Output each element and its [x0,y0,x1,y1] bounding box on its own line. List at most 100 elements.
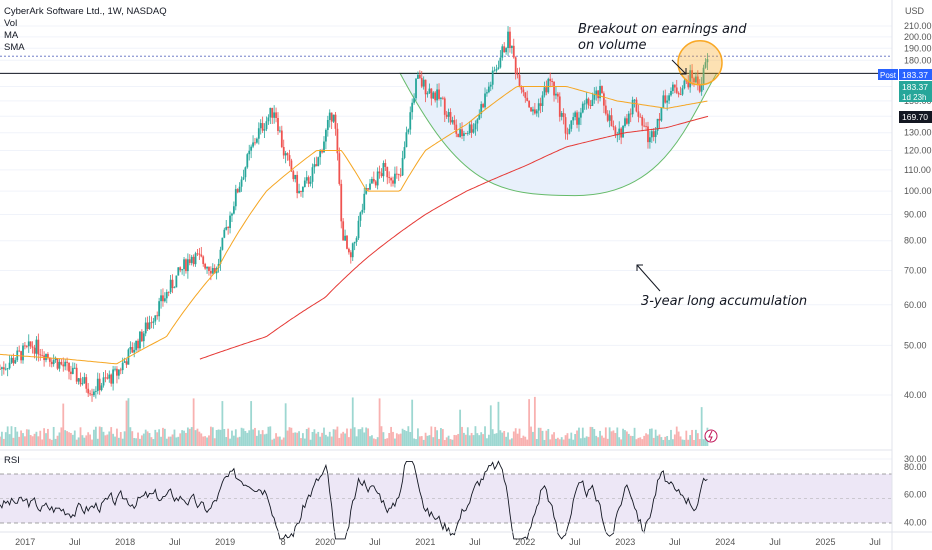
candle-body [66,361,68,363]
volume-bar [39,430,42,446]
volume-bar [313,429,316,446]
volume-bar [390,426,392,446]
volume-bar [50,439,53,446]
volume-bar [125,400,128,446]
candle-body [70,371,72,374]
x-tick-label: Jul [169,537,181,547]
symbol-title[interactable]: CyberArk Software Ltd., 1W, NASDAQ [4,6,167,17]
volume-bar [64,430,67,446]
indicator-ma[interactable]: MA [4,30,19,41]
candle-body [246,154,249,168]
candle-body [472,129,475,133]
volume-bar [424,432,427,446]
candle-body [568,128,571,134]
candle-body [407,129,410,133]
volume-bar [348,437,350,446]
x-tick-label: 2020 [315,537,335,547]
last-price-badge: 183.37 1d 23h [899,81,932,102]
candle-body [608,115,611,121]
candle-body [409,112,412,130]
volume-bar [648,428,651,446]
volume-bar [89,434,92,446]
candle-body [457,133,460,138]
candle-body [96,378,99,392]
volume-bar [486,438,488,446]
candle-body [351,243,354,258]
volume-bar [495,433,498,446]
candle-body [200,254,203,257]
candle-body [441,97,444,99]
candle-body [165,292,168,299]
candle-body [466,133,469,134]
candle-body [261,123,264,131]
indicator-vol[interactable]: Vol [4,18,18,29]
volume-bar [618,437,621,446]
volume-bar [533,396,536,446]
volume-bar [192,398,195,446]
earnings-flash-icon[interactable] [704,429,718,443]
volume-bar [374,439,377,446]
volume-bar [662,439,665,446]
volume-bar [677,431,680,446]
volume-bar [453,434,456,446]
candle-body [163,298,166,302]
candle-body [158,301,161,317]
candle-body [342,221,345,241]
volume-bar [271,439,274,446]
volume-bar [22,433,24,446]
candle-body [503,46,506,53]
candle-body [650,131,653,138]
indicator-sma[interactable]: SMA [4,42,25,53]
volume-bar [221,401,224,446]
volume-bar [633,427,636,446]
candle-body [81,383,84,385]
candle-body [528,100,531,108]
candle-body [693,78,695,83]
candle-body [645,126,647,127]
volume-bar [133,437,136,446]
volume-bar [503,430,506,446]
time-axis[interactable]: 2017 Jul 2018 Jul 2019 8 2020 Jul 2021 Jul 2022 Jul… [15,537,881,547]
x-tick-label: Jul [369,537,381,547]
candle-body [68,362,70,372]
volume-bar [420,436,423,446]
volume-bar [349,428,352,446]
candle-body [369,183,371,190]
volume-bar [54,438,57,446]
volume-bar [683,439,686,446]
candle-body [482,104,485,108]
candle-body [98,378,101,391]
post-price-badge: 183.37 [899,69,932,80]
volume-bar [581,427,584,446]
volume-bar [79,427,82,446]
candle-body [555,93,557,96]
volume-bar [8,434,11,446]
volume-bar [386,438,389,446]
candle-body [240,179,243,187]
candle-body [108,374,111,379]
candle-body [73,367,76,369]
volume-bar [643,435,646,446]
volume-bar [595,435,598,446]
candle-body [156,315,159,317]
candle-body [173,287,176,289]
volume-bar [29,434,32,446]
volume-bar [612,430,615,446]
candle-body [478,114,481,120]
candle-body [641,116,644,126]
candle-body [604,105,607,114]
arrow-to-breakout-icon [671,59,687,75]
volume-bar [269,426,272,446]
volume-bar [514,428,517,446]
volume-bar [175,437,178,446]
candle-body [520,87,523,90]
rsi-label[interactable]: RSI [4,455,20,466]
volume-bar [129,427,132,446]
candle-body [428,88,431,94]
candle-body [353,241,356,244]
candle-body [208,266,210,271]
volume-bar [382,432,385,446]
candle-body [547,78,550,93]
volume-bar [601,435,603,446]
